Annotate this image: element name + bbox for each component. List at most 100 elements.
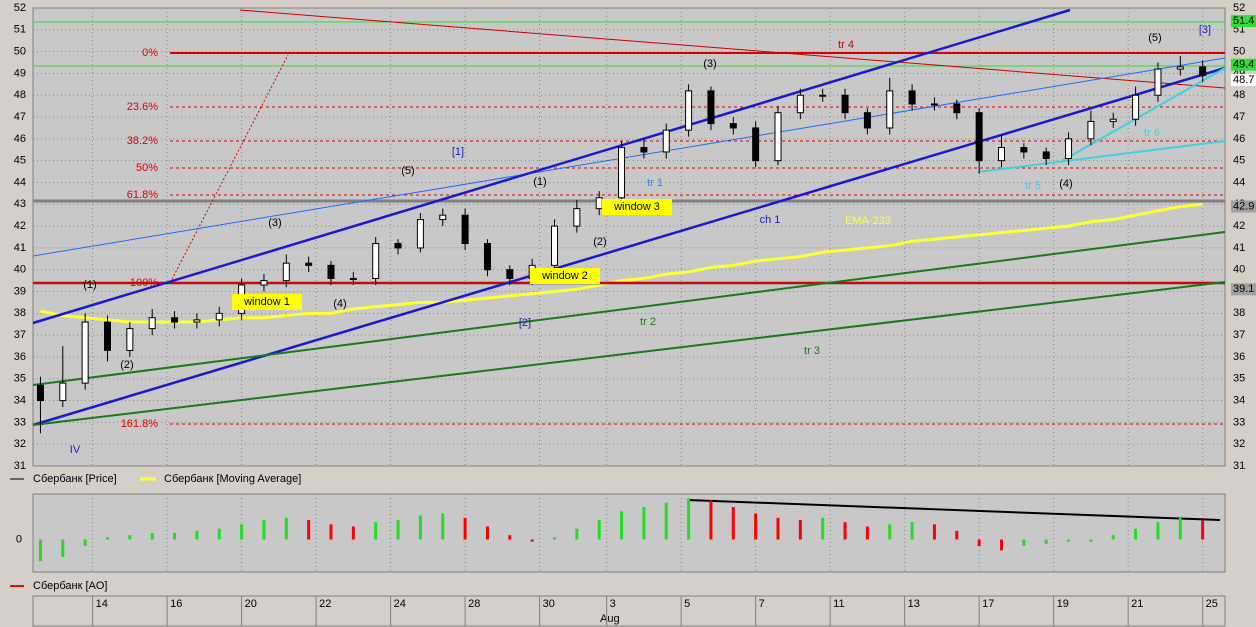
- trend-line: [32, 231, 1226, 386]
- candle-body: [1020, 147, 1028, 153]
- ao-bar: [262, 520, 266, 540]
- candle-body: [908, 90, 916, 105]
- x-tick-label: 25: [1206, 598, 1218, 610]
- ao-bar: [530, 539, 534, 542]
- annotation: tr 3: [804, 345, 820, 357]
- ao-panel: [32, 493, 1226, 573]
- x-tick-label: 17: [982, 598, 994, 610]
- ao-bar: [463, 517, 467, 540]
- fib-label: 161.8%: [121, 418, 159, 430]
- fib-line: [169, 54, 289, 284]
- trend-line: [239, 9, 1226, 89]
- y-tick-label: 40: [14, 264, 26, 276]
- annotation: (4): [1059, 178, 1072, 190]
- ao-bar: [150, 533, 154, 540]
- fib-label: 38.2%: [127, 135, 158, 147]
- ao-bar: [284, 517, 288, 540]
- y-tick-label: 39: [14, 285, 26, 297]
- x-tick-label: 21: [1131, 598, 1143, 610]
- y-tick-label: 33: [1233, 416, 1245, 428]
- y-tick-label: 46: [14, 133, 26, 145]
- candle-body: [439, 214, 447, 221]
- y-tick-label: 40: [1233, 264, 1245, 276]
- annotation: tr 4: [838, 39, 854, 51]
- ao-bar: [1022, 539, 1026, 546]
- candle-body: [729, 123, 737, 129]
- ao-bar: [83, 539, 87, 546]
- ao-bar: [173, 533, 177, 540]
- x-tick-label: 16: [170, 598, 182, 610]
- x-tick-label: 7: [759, 598, 765, 610]
- trend-line: [32, 57, 1226, 257]
- ao-bar: [307, 520, 311, 540]
- annotation: tr 2: [640, 316, 656, 328]
- ao-bar: [731, 507, 735, 540]
- y-tick-label: 37: [1233, 329, 1245, 341]
- fib-label: 50%: [136, 162, 158, 174]
- y-tick-label: 37: [14, 329, 26, 341]
- ao-bar: [843, 522, 847, 540]
- candle-body: [416, 219, 424, 249]
- price-marker-label: 49.4: [1233, 59, 1254, 71]
- ao-trend-line: [687, 499, 1221, 521]
- candle-body: [595, 197, 603, 210]
- candle-body: [998, 147, 1005, 162]
- ao-bar: [240, 524, 244, 540]
- price-marker: [1231, 15, 1256, 28]
- price-marker-label: 42.9: [1233, 200, 1254, 212]
- y-tick-label: 46: [1233, 133, 1245, 145]
- ao-bar: [508, 535, 512, 540]
- ao-bar: [642, 507, 646, 540]
- date-axis: [32, 595, 1226, 627]
- y-tick-label: 38: [1233, 307, 1245, 319]
- fib-label: 61.8%: [127, 189, 158, 201]
- y-tick-label: 44: [1233, 176, 1245, 188]
- candle-body: [193, 319, 201, 323]
- ao-bar: [776, 517, 780, 540]
- annotation: window 3: [613, 201, 660, 213]
- candle-body: [640, 147, 648, 153]
- candle-body: [215, 312, 223, 321]
- y-tick-label: 50: [1233, 46, 1245, 58]
- trend-line: [32, 281, 1226, 426]
- fib-label: 23.6%: [127, 101, 158, 113]
- ao-bar: [1178, 517, 1182, 540]
- legend-label: Сбербанк [Moving Average]: [164, 473, 301, 485]
- y-tick-label: 42: [1233, 220, 1245, 232]
- ao-bar: [329, 524, 333, 540]
- candle-body: [573, 208, 581, 227]
- price-marker: [1231, 200, 1256, 213]
- price-marker-label: 51.4: [1233, 15, 1254, 27]
- channel-line: [32, 66, 1226, 427]
- candle-body: [1087, 120, 1095, 140]
- candle-body: [886, 90, 894, 129]
- x-tick-label: 14: [96, 598, 108, 610]
- y-tick-label: 52: [14, 2, 26, 14]
- price-panel: [32, 7, 1226, 467]
- ao-bar: [441, 513, 445, 540]
- ao-bar: [1156, 522, 1160, 540]
- ao-bar: [106, 537, 109, 540]
- ao-bar: [865, 526, 869, 540]
- ao-bar: [798, 520, 802, 540]
- candle-body: [171, 317, 179, 323]
- ao-bar: [396, 520, 400, 540]
- x-tick-label: 24: [394, 598, 406, 610]
- ao-bar: [932, 524, 936, 540]
- annotation: (1): [83, 279, 96, 291]
- annotation: tr 6: [1144, 127, 1160, 139]
- candle-body: [394, 243, 402, 249]
- x-tick-label: 20: [245, 598, 257, 610]
- ao-bar: [553, 537, 556, 540]
- candle-body: [148, 317, 156, 330]
- legend-label: Сбербанк [Price]: [33, 473, 117, 485]
- ao-bar: [1201, 520, 1205, 540]
- y-tick-label: 35: [1233, 373, 1245, 385]
- y-tick-label: 49: [14, 67, 26, 79]
- annotation: (5): [401, 165, 414, 177]
- annotation-box: [530, 268, 600, 284]
- y-tick-label: 34: [1233, 394, 1245, 406]
- ao-bar: [955, 530, 959, 540]
- y-tick-label: 41: [1233, 242, 1245, 254]
- price-marker-label: 48.7: [1233, 74, 1254, 86]
